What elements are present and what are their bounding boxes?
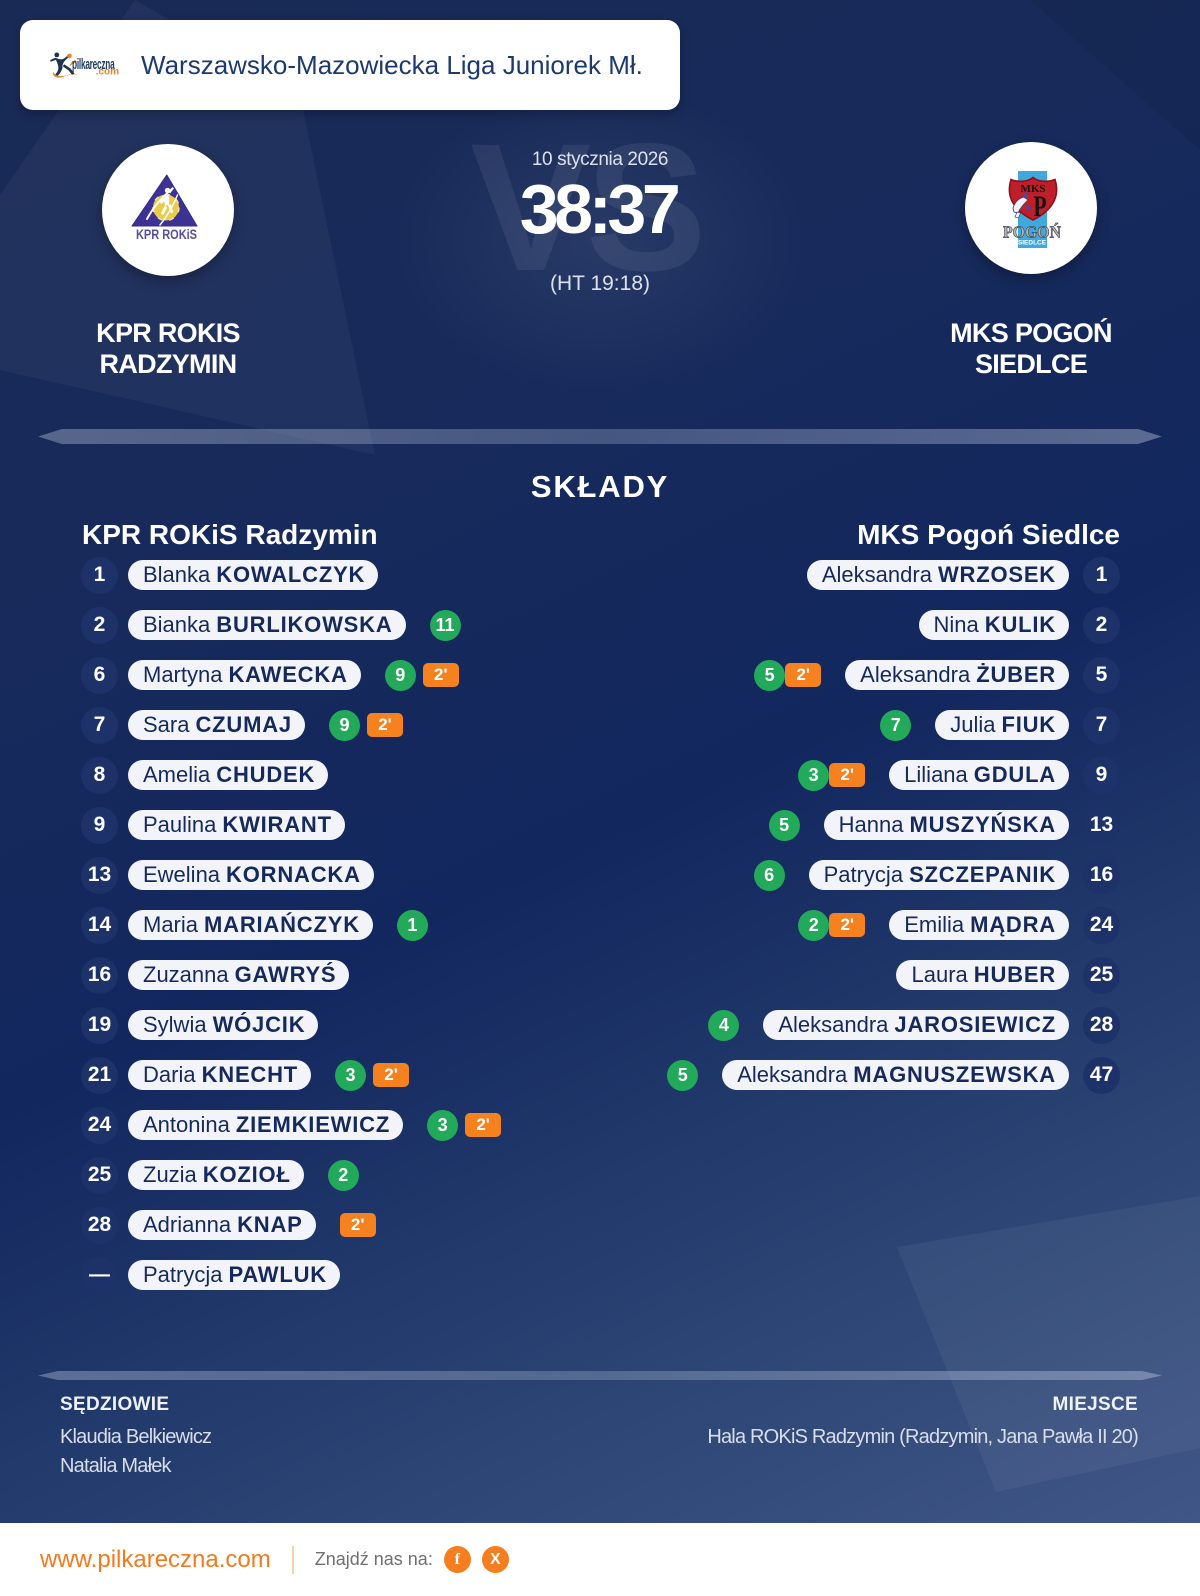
svg-text:KPR ROKiS: KPR ROKiS (136, 227, 197, 241)
svg-text:POGOŃ: POGOŃ (1003, 223, 1062, 242)
svg-text:P: P (1033, 190, 1046, 223)
svg-text:SIEDLCE: SIEDLCE (1018, 240, 1047, 247)
svg-text:pilkareczna: pilkareczna (72, 55, 115, 72)
svg-text:.com: .com (96, 67, 119, 78)
svg-text:MKS: MKS (1020, 183, 1045, 195)
